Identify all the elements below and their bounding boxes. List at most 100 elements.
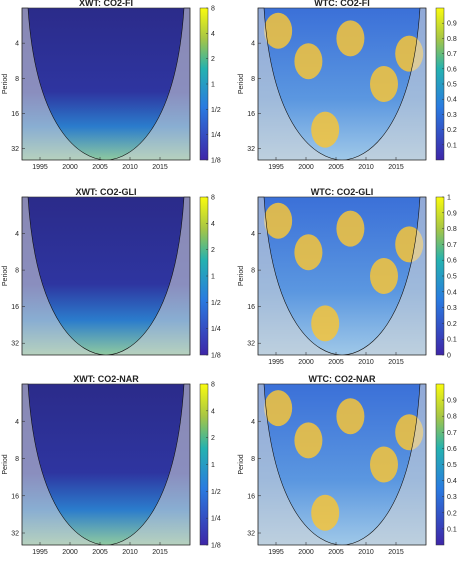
colorbar-tick-label: 0.6	[447, 258, 457, 265]
x-tick-label: 1995	[32, 164, 48, 171]
panel: XWT: CO2-FI Period 4 8 16 32 1995 2000 2005 2010 2…	[2, 0, 221, 171]
coherence-region	[336, 20, 365, 57]
x-tick-label: 1995	[268, 359, 284, 366]
colorbar-tick-label: 0.7	[447, 430, 457, 437]
colorbar-tick-label: 0.5	[447, 82, 457, 89]
colorbar-tick-label: 1/4	[211, 132, 221, 139]
y-tick-label: 16	[247, 304, 255, 311]
colorbar-tick-label: 0.5	[447, 274, 457, 281]
colorbar-tick-label: 0.8	[447, 414, 457, 421]
colorbar-tick-label: 0.3	[447, 305, 457, 312]
y-axis-label: Period	[238, 74, 245, 94]
y-axis-label: Period	[2, 266, 9, 286]
y-tick-label: 8	[251, 76, 255, 83]
colorbar-tick-label: 0.4	[447, 478, 457, 485]
plot-frame	[257, 196, 427, 356]
y-tick-label: 8	[15, 268, 19, 275]
plot-frame	[257, 383, 427, 546]
y-tick-label: 4	[251, 41, 255, 48]
x-tick-label: 2000	[298, 164, 314, 171]
y-tick-label: 16	[11, 111, 19, 118]
x-tick-label: 1995	[268, 164, 284, 171]
colorbar-tick-label: 4	[211, 221, 215, 228]
y-tick-label: 4	[15, 41, 19, 48]
x-tick-label: 1995	[268, 549, 284, 556]
y-tick-label: 32	[247, 341, 255, 348]
y-tick-label: 32	[11, 146, 19, 153]
panel: XWT: CO2-NAR Period 4 8 16 32 1995 2000 2005 2010…	[2, 374, 221, 556]
coherence-region	[294, 43, 323, 80]
colorbar-tick-label: 0.6	[447, 66, 457, 73]
y-tick-label: 8	[251, 268, 255, 275]
colorbar-tick-label: 1/4	[211, 326, 221, 333]
coherence-region	[264, 390, 293, 427]
colorbar-tick-label: 1/8	[211, 353, 221, 360]
y-tick-label: 16	[11, 493, 19, 500]
y-tick-label: 4	[15, 419, 19, 426]
colorbar-tick-label: 0.5	[447, 462, 457, 469]
y-axis-label: Period	[2, 454, 9, 474]
x-tick-label: 2015	[152, 549, 168, 556]
colorbar-tick-label: 0.9	[447, 210, 457, 217]
colorbar-tick-label: 0.4	[447, 97, 457, 104]
colorbar-tick-label: 1/2	[211, 107, 221, 114]
x-tick-label: 2010	[358, 164, 374, 171]
x-tick-label: 2010	[122, 549, 138, 556]
x-tick-label: 2015	[388, 359, 404, 366]
y-tick-label: 32	[247, 531, 255, 538]
colorbar-tick-label: 4	[211, 31, 215, 38]
coherence-region	[370, 258, 398, 294]
coherence-region	[336, 398, 365, 435]
colorbar-tick-label: 1	[447, 195, 451, 202]
x-tick-label: 1995	[32, 549, 48, 556]
y-tick-label: 8	[251, 456, 255, 463]
y-tick-label: 32	[11, 531, 19, 538]
y-tick-label: 8	[15, 456, 19, 463]
coherence-region	[311, 305, 340, 342]
y-tick-label: 16	[11, 304, 19, 311]
colorbar-tick-label: 0.2	[447, 321, 457, 328]
colorbar-tick-label: 4	[211, 408, 215, 415]
y-tick-label: 16	[247, 111, 255, 118]
y-axis-label: Period	[2, 74, 9, 94]
x-tick-label: 2010	[358, 359, 374, 366]
colorbar-tick-label: 1	[211, 462, 215, 469]
coherence-region	[370, 66, 398, 102]
colorbar-tick-label: 1/8	[211, 543, 221, 550]
colorbar-tick-label: 1/4	[211, 516, 221, 523]
colorbar-tick-label: 0.6	[447, 446, 457, 453]
colorbar-tick-label: 0.4	[447, 289, 457, 296]
y-tick-label: 4	[15, 231, 19, 238]
coherence-region	[294, 234, 323, 271]
panel: WTC: CO2-NAR Period 4 8 16 32 1995 2000 2005 2010…	[238, 374, 457, 556]
y-tick-label: 32	[11, 341, 19, 348]
y-axis-label: Period	[238, 266, 245, 286]
panel-title: WTC: CO2-FI	[314, 0, 370, 8]
coherence-region	[370, 446, 398, 483]
colorbar-tick-label: 0.9	[447, 21, 457, 28]
coherence-region	[264, 12, 293, 49]
y-tick-label: 16	[247, 493, 255, 500]
x-tick-label: 2010	[358, 549, 374, 556]
colorbar-tick-label: 0.7	[447, 242, 457, 249]
plot-frame	[21, 383, 191, 546]
y-tick-label: 32	[247, 146, 255, 153]
x-tick-label: 2005	[328, 549, 344, 556]
colorbar-tick-label: 1	[211, 274, 215, 281]
coherence-region	[311, 494, 340, 531]
y-tick-label: 8	[15, 76, 19, 83]
colorbar-tick-label: 0.1	[447, 526, 457, 533]
colorbar-tick-label: 2	[211, 435, 215, 442]
colorbar-tick-label: 0.9	[447, 398, 457, 405]
x-tick-label: 2000	[298, 359, 314, 366]
colorbar-tick-label: 1/2	[211, 300, 221, 307]
colorbar-tick-label: 2	[211, 247, 215, 254]
colorbar-tick-label: 0	[447, 353, 451, 360]
colorbar-tick-label: 0.1	[447, 337, 457, 344]
x-tick-label: 2015	[152, 164, 168, 171]
plot-frame	[21, 7, 191, 161]
coherence-region	[311, 111, 340, 148]
plot-frame	[257, 7, 427, 161]
colorbar-tick-label: 8	[211, 195, 215, 202]
